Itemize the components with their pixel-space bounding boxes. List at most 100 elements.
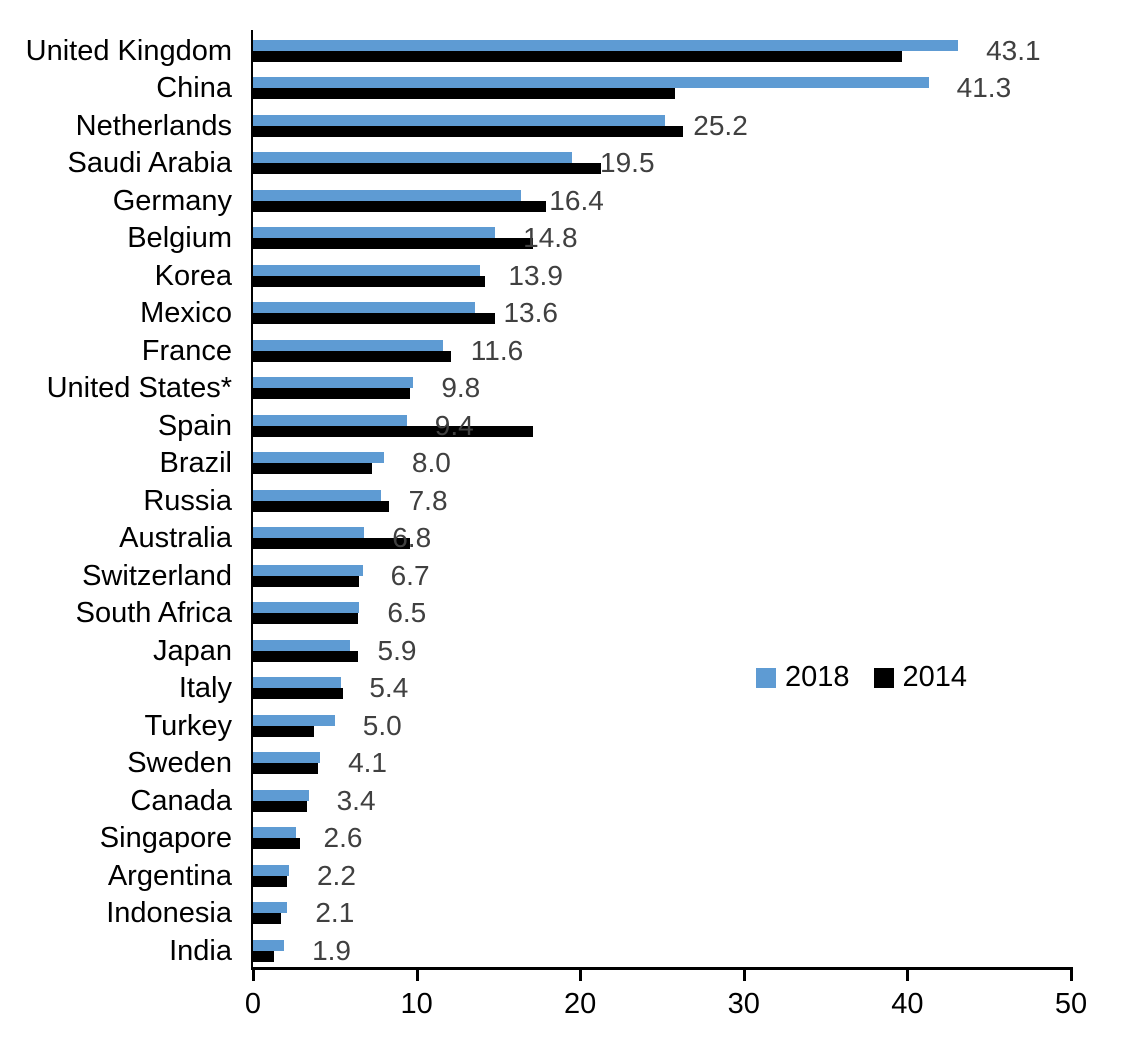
bar-2014	[253, 875, 288, 887]
value-label: 25.2	[693, 109, 748, 141]
x-axis-tick-label: 30	[727, 988, 760, 1020]
bar-2014	[253, 88, 676, 100]
bar-2014	[253, 838, 301, 850]
chart-row-united-states: United States* 9.8	[47, 367, 1071, 404]
bar-2014	[253, 163, 602, 175]
bar-2018	[253, 752, 321, 764]
value-label: 9.4	[434, 409, 474, 441]
value-label: 4.1	[348, 747, 387, 779]
chart-row-australia: Australia 6.8	[119, 517, 1071, 554]
x-axis-tick-label: 0	[244, 988, 262, 1020]
x-axis-line	[251, 967, 1073, 970]
category-label: Brazil	[159, 447, 232, 480]
bar-2014	[253, 463, 373, 475]
category-label: Belgium	[127, 222, 232, 255]
x-axis-tick	[415, 970, 419, 981]
value-label: 8.0	[411, 447, 451, 479]
bar-2014	[253, 275, 486, 287]
chart-row-singapore: Singapore 2.6	[100, 817, 1071, 854]
category-label: Argentina	[107, 859, 232, 892]
bar-2018	[253, 714, 335, 726]
bar-2018	[253, 902, 288, 914]
chart-row-sweden: Sweden 4.1	[127, 742, 1071, 779]
bar-2018	[253, 827, 296, 839]
chart-row-indonesia: Indonesia 2.1	[106, 892, 1071, 929]
category-label: Korea	[154, 259, 232, 292]
bar-2018	[253, 864, 289, 876]
bar-2014	[253, 800, 307, 812]
value-label: 6.5	[387, 597, 427, 629]
bar-2018	[253, 414, 407, 426]
bar-2014	[253, 950, 275, 962]
plot-area: United Kingdom 43.1 China 41.3 Netherlands 25…	[26, 30, 1071, 967]
bar-2014	[253, 575, 360, 587]
category-label: Sweden	[127, 747, 232, 780]
chart-row-mexico: Mexico 13.6	[140, 292, 1071, 329]
category-label: China	[156, 72, 232, 105]
value-label: 19.5	[600, 147, 655, 179]
category-label: France	[141, 334, 232, 367]
value-label: 11.6	[470, 334, 524, 366]
bar-2018	[253, 302, 476, 314]
x-axis-tick-label: 50	[1054, 988, 1088, 1020]
value-label: 3.4	[336, 784, 376, 816]
bar-2018	[253, 789, 309, 801]
bar-2014	[253, 763, 319, 775]
value-label: 9.8	[441, 372, 481, 404]
chart-row-germany: Germany 16.4	[113, 180, 1071, 217]
category-label: Mexico	[140, 297, 232, 330]
bar-2014	[253, 350, 451, 362]
bar-2018	[253, 527, 365, 539]
y-axis-line	[251, 30, 253, 970]
bar-2018	[253, 489, 381, 501]
category-label: Saudi Arabia	[67, 147, 232, 180]
chart-row-united-kingdom: United Kingdom 43.1	[26, 30, 1071, 67]
bar-2018	[253, 152, 573, 164]
legend-label: 2014	[902, 661, 968, 693]
category-label: Russia	[143, 484, 232, 517]
bar-2014	[253, 200, 546, 212]
value-label: 1.9	[312, 934, 352, 966]
chart-row-switzerland: Switzerland 6.7	[82, 555, 1071, 592]
bar-2018	[253, 114, 666, 126]
chart-row-italy: Italy 5.4	[179, 667, 1071, 704]
x-axis-tick	[742, 970, 746, 981]
value-label: 6.8	[392, 522, 432, 554]
bar-2018	[253, 377, 414, 389]
bar-2014	[253, 388, 411, 400]
chart-row-russia: Russia 7.8	[143, 480, 1071, 517]
category-label: Turkey	[144, 709, 232, 742]
category-label: Canada	[130, 784, 232, 817]
bar-2018	[253, 189, 522, 201]
bar-2014	[253, 613, 358, 625]
value-label: 5.9	[377, 634, 417, 666]
bar-2018	[253, 639, 350, 651]
x-axis-tick	[252, 970, 255, 981]
bar-2014	[253, 313, 496, 325]
legend-swatch-2018	[756, 667, 776, 688]
value-label: 16.4	[549, 184, 604, 216]
value-label: 6.7	[390, 559, 430, 591]
chart-row-canada: Canada 3.4	[130, 780, 1071, 817]
category-label: Switzerland	[82, 559, 232, 592]
category-label: Australia	[119, 522, 232, 555]
bar-2018	[253, 564, 363, 576]
chart-row-japan: Japan 5.9	[153, 630, 1071, 667]
category-label: Indonesia	[106, 897, 232, 930]
legend-item-2018: 2018	[756, 661, 850, 694]
chart-row-china: China 41.3	[156, 67, 1071, 104]
chart-row-spain: Spain 9.4	[158, 405, 1071, 442]
chart-row-india: India 1.9	[169, 930, 1071, 967]
bar-2014	[253, 913, 281, 925]
bar-2018	[253, 602, 360, 614]
bar-2014	[253, 51, 903, 62]
chart-row-belgium: Belgium 14.8	[127, 217, 1071, 254]
bar-2018	[253, 227, 496, 239]
category-label: United States*	[46, 372, 232, 405]
bar-2018	[253, 77, 929, 89]
x-axis-tick-label: 10	[400, 988, 433, 1020]
bar-2018	[253, 677, 342, 689]
category-label: Germany	[112, 184, 232, 217]
legend-item-2014: 2014	[873, 661, 968, 694]
